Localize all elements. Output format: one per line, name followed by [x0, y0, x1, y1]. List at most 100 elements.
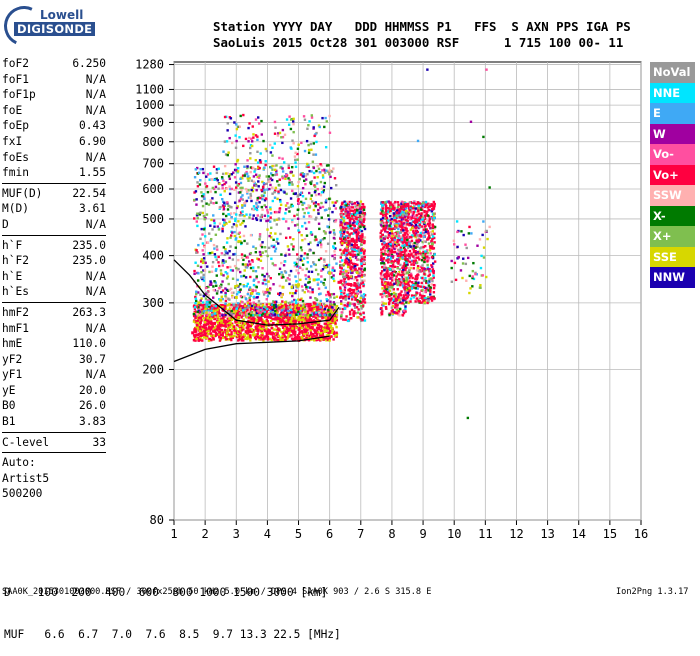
echo-point: [197, 334, 199, 336]
echo-point: [333, 301, 335, 303]
echo-point: [350, 262, 352, 264]
echo-point: [347, 240, 349, 242]
echo-point: [304, 314, 306, 316]
echo-point: [245, 188, 247, 190]
echo-point: [255, 318, 257, 320]
echo-point: [225, 222, 227, 224]
echo-point: [236, 207, 238, 209]
echo-point: [334, 201, 336, 203]
echo-point: [302, 313, 304, 315]
echo-point: [250, 314, 252, 316]
echo-point: [334, 254, 336, 256]
echo-point: [265, 283, 267, 285]
echo-point: [300, 308, 302, 310]
echo-point: [302, 300, 304, 302]
echo-point: [354, 303, 356, 305]
echo-point: [356, 288, 358, 290]
echo-point: [203, 310, 205, 312]
echo-point: [360, 263, 362, 265]
echo-point: [299, 259, 301, 261]
echo-point: [280, 253, 282, 255]
echo-point: [328, 314, 330, 316]
x-tick-label: 1: [170, 527, 177, 541]
echo-point: [352, 311, 354, 313]
echo-point: [243, 235, 245, 237]
echo-point: [306, 253, 308, 255]
echo-point: [310, 231, 312, 233]
echo-point: [261, 209, 263, 211]
echo-point: [217, 256, 219, 258]
echo-point: [364, 228, 366, 230]
echo-point: [403, 309, 405, 311]
echo-point: [196, 225, 198, 227]
echo-point: [253, 214, 255, 216]
echo-point: [198, 317, 200, 319]
echo-point: [361, 203, 363, 205]
echo-point: [235, 246, 237, 248]
echo-point: [270, 177, 272, 179]
echo-point: [229, 289, 231, 291]
echo-point: [397, 204, 399, 206]
echo-point: [253, 175, 255, 177]
echo-point: [364, 236, 366, 238]
echo-point: [383, 290, 385, 292]
echo-point: [300, 246, 302, 248]
echo-point: [380, 224, 382, 226]
echo-point: [194, 306, 196, 308]
echo-point: [333, 258, 335, 260]
echo-point: [244, 225, 246, 227]
echo-point: [280, 204, 282, 206]
echo-point: [200, 191, 202, 193]
echo-point: [306, 308, 308, 310]
echo-point: [292, 292, 294, 294]
echo-point: [398, 249, 400, 251]
echo-point: [297, 272, 299, 274]
echo-point: [213, 335, 215, 337]
echo-point: [246, 242, 248, 244]
echo-point: [259, 233, 261, 235]
echo-point: [239, 312, 241, 314]
echo-point: [328, 218, 330, 220]
echo-point: [363, 298, 365, 300]
echo-point: [297, 218, 299, 220]
echo-point: [282, 327, 284, 329]
echo-point: [213, 280, 215, 282]
echo-point: [313, 313, 315, 315]
echo-point: [212, 187, 214, 189]
echo-point: [308, 271, 310, 273]
echo-point: [276, 223, 278, 225]
echo-point: [255, 251, 257, 253]
echo-point: [381, 221, 383, 223]
echo-point: [222, 173, 224, 175]
echo-point: [335, 318, 337, 320]
echo-point: [221, 296, 223, 298]
echo-point: [229, 178, 231, 180]
y-tick-label: 1000: [135, 98, 164, 112]
echo-point: [193, 217, 195, 219]
echo-point: [360, 297, 362, 299]
echo-point: [208, 327, 210, 329]
x-tick-label: 3: [233, 527, 240, 541]
echo-point: [273, 304, 275, 306]
echo-point: [333, 233, 335, 235]
echo-point: [319, 292, 321, 294]
echo-point: [311, 271, 313, 273]
echo-point: [386, 295, 388, 297]
echo-point: [239, 328, 241, 330]
echo-point: [210, 199, 212, 201]
echo-point: [382, 217, 384, 219]
echo-point: [288, 332, 290, 334]
echo-point: [254, 168, 256, 170]
echo-point: [363, 269, 365, 271]
echo-point: [197, 244, 199, 246]
echo-point: [312, 261, 314, 263]
echo-point: [325, 294, 327, 296]
echo-point: [354, 205, 356, 207]
echo-point: [399, 308, 401, 310]
echo-point: [230, 212, 232, 214]
echo-point: [195, 300, 197, 302]
echo-point: [380, 240, 382, 242]
echo-point: [306, 234, 308, 236]
echo-point: [324, 308, 326, 310]
echo-point: [289, 314, 291, 316]
